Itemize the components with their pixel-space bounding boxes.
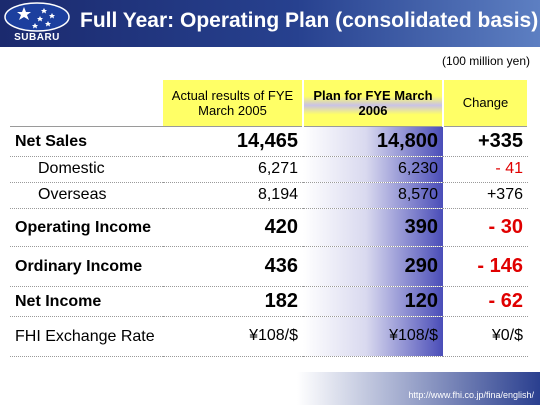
change-value: +335 (443, 126, 528, 157)
column-header-change: Change (443, 80, 529, 127)
table-header-row: Actual results of FYE March 2005 Plan fo… (10, 80, 529, 127)
column-header-plan: Plan for FYE March 2006 (303, 80, 444, 127)
subaru-stars-icon (4, 2, 70, 32)
plan-value: 290 (303, 246, 443, 287)
plan-value: 6,230 (303, 156, 443, 183)
change-value: - 41 (443, 156, 528, 183)
column-header-actual: Actual results of FYE March 2005 (163, 80, 304, 127)
actual-value: 436 (163, 246, 303, 287)
table-row-ordinary-income: Ordinary Income 436 290 - 146 (10, 246, 528, 287)
actual-value: 8,194 (163, 182, 303, 209)
page-title: Full Year: Operating Plan (consolidated … (80, 9, 539, 32)
table-row-net-sales: Net Sales 14,465 14,800 +335 (10, 126, 528, 157)
plan-value: ¥108/$ (303, 316, 443, 357)
subaru-logo: SUBARU (2, 2, 72, 45)
logo-text: SUBARU (14, 32, 60, 43)
plan-value: 120 (303, 286, 443, 317)
plan-value: 390 (303, 208, 443, 247)
table-row-net-income: Net Income 182 120 - 62 (10, 286, 528, 317)
table-row-domestic: Domestic 6,271 6,230 - 41 (10, 156, 528, 183)
change-value: +376 (443, 182, 528, 209)
table-row-exchange-rate: FHI Exchange Rate ¥108/$ ¥108/$ ¥0/$ (10, 316, 528, 357)
actual-value: ¥108/$ (163, 316, 303, 357)
actual-value: 182 (163, 286, 303, 317)
plan-value: 14,800 (303, 126, 443, 157)
row-label: Overseas (10, 182, 163, 209)
table-row-overseas: Overseas 8,194 8,570 +376 (10, 182, 528, 209)
row-label: FHI Exchange Rate (10, 316, 163, 357)
change-value: - 30 (443, 208, 528, 247)
row-label: Ordinary Income (10, 246, 163, 287)
table-row-operating-income: Operating Income 420 390 - 30 (10, 208, 528, 247)
actual-value: 14,465 (163, 126, 303, 157)
slide-footer (0, 372, 540, 405)
actual-value: 420 (163, 208, 303, 247)
footer-url[interactable]: http://www.fhi.co.jp/fina/english/ (408, 390, 534, 400)
operating-plan-table: Actual results of FYE March 2005 Plan fo… (10, 80, 529, 357)
change-value: - 146 (443, 246, 528, 287)
change-value: - 62 (443, 286, 528, 317)
plan-value: 8,570 (303, 182, 443, 209)
change-value: ¥0/$ (443, 316, 528, 357)
row-label: Net Income (10, 286, 163, 317)
header-blank-cell (10, 80, 163, 127)
row-label: Domestic (10, 156, 163, 183)
row-label: Net Sales (10, 126, 163, 157)
unit-label: (100 million yen) (441, 54, 530, 68)
actual-value: 6,271 (163, 156, 303, 183)
row-label: Operating Income (10, 208, 163, 247)
slide-header: SUBARU Full Year: Operating Plan (consol… (0, 0, 540, 47)
